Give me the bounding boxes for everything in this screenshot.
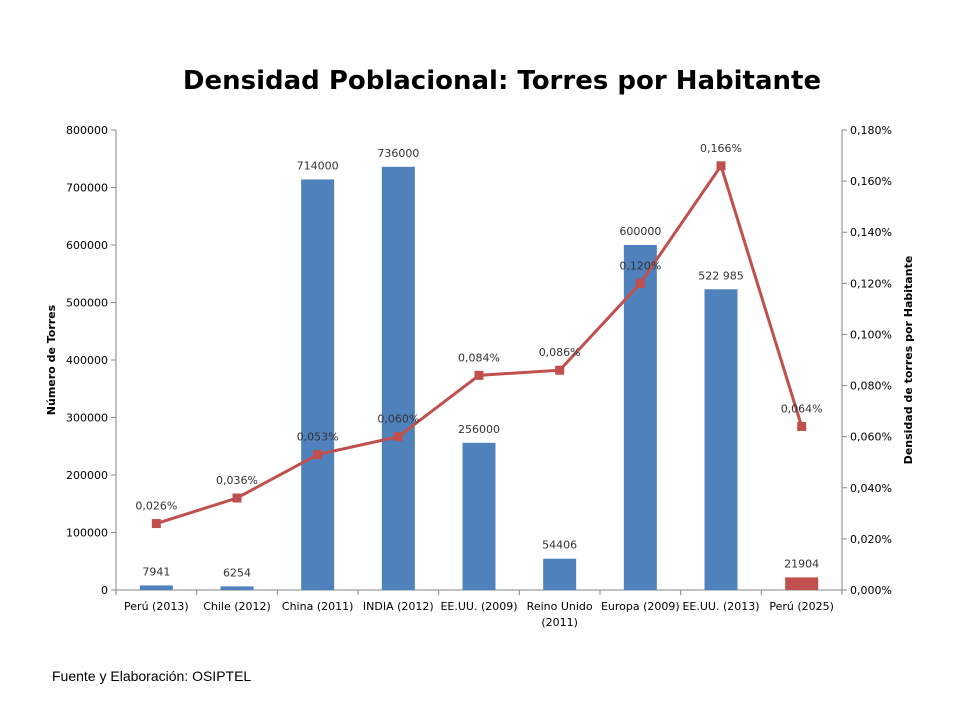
right-tick-label: 0,140% — [850, 226, 892, 239]
bar — [543, 558, 577, 590]
left-tick-label: 300000 — [66, 412, 108, 425]
bar-data-label: 256000 — [458, 423, 500, 436]
right-tick-label: 0,000% — [850, 584, 892, 597]
left-tick-label: 100000 — [66, 527, 108, 540]
y-right-axis-title: Densidad de torres por Habitante — [902, 256, 915, 465]
line-marker — [151, 519, 161, 529]
left-tick-label: 700000 — [66, 182, 108, 195]
x-tick-label: China (2011) — [282, 600, 354, 613]
x-tick-label: Perú (2025) — [769, 600, 834, 613]
line-marker — [474, 370, 484, 380]
line-marker — [232, 493, 242, 503]
line-marker — [393, 432, 403, 442]
line-data-label: 0,053% — [297, 431, 339, 444]
right-tick-label: 0,100% — [850, 328, 892, 341]
source-note: Fuente y Elaboración: OSIPTEL — [52, 668, 252, 684]
line-data-label: 0,060% — [377, 413, 419, 426]
bar-data-label: 736000 — [377, 147, 419, 160]
bar — [623, 245, 657, 590]
line-marker — [635, 278, 645, 288]
bar-data-label: 7941 — [142, 565, 170, 578]
right-tick-label: 0,060% — [850, 431, 892, 444]
bar — [381, 166, 415, 591]
left-tick-label: 200000 — [66, 469, 108, 482]
bar-data-label: 54406 — [542, 539, 577, 552]
chart-title: Densidad Poblacional: Torres por Habitan… — [182, 66, 822, 96]
line-marker — [313, 450, 323, 460]
x-tick-label: EE.UU. (2009) — [440, 600, 517, 613]
bar-data-label: 522 985 — [698, 269, 744, 282]
x-tick-label: Perú (2013) — [124, 600, 189, 613]
bar — [704, 289, 738, 590]
left-tick-label: 400000 — [66, 354, 108, 367]
bar — [301, 179, 335, 590]
x-tick-label: INDIA (2012) — [363, 600, 434, 613]
y-left-axis-title: Número de Torres — [45, 304, 58, 415]
line-marker — [797, 421, 807, 431]
bar — [139, 585, 173, 590]
bar-data-label: 714000 — [297, 159, 339, 172]
bar — [220, 586, 254, 590]
right-tick-label: 0,080% — [850, 380, 892, 393]
x-tick-label: Reino Unido — [527, 600, 593, 613]
line-data-label: 0,084% — [458, 351, 500, 364]
right-tick-label: 0,020% — [850, 533, 892, 546]
x-tick-label: Europa (2009) — [601, 600, 680, 613]
bar-data-label: 21904 — [784, 557, 819, 570]
line-marker — [716, 161, 726, 171]
right-tick-label: 0,180% — [850, 124, 892, 137]
left-tick-label: 500000 — [66, 297, 108, 310]
line-data-label: 0,166% — [700, 142, 742, 155]
line-data-label: 0,026% — [135, 500, 177, 513]
line-data-label: 0,064% — [781, 402, 823, 415]
line-data-label: 0,086% — [539, 346, 581, 359]
bar — [785, 577, 819, 590]
left-tick-label: 600000 — [66, 239, 108, 252]
bar — [462, 442, 496, 590]
line-data-label: 0,036% — [216, 474, 258, 487]
x-tick-label: (2011) — [541, 616, 578, 629]
right-tick-label: 0,040% — [850, 482, 892, 495]
bar-data-label: 6254 — [223, 566, 251, 579]
right-tick-label: 0,160% — [850, 175, 892, 188]
left-tick-label: 0 — [101, 584, 108, 597]
right-tick-label: 0,120% — [850, 277, 892, 290]
line-data-label: 0,120% — [619, 259, 661, 272]
left-tick-label: 800000 — [66, 124, 108, 137]
x-tick-label: EE.UU. (2013) — [682, 600, 759, 613]
bar-data-label: 600000 — [619, 225, 661, 238]
line-marker — [555, 365, 565, 375]
x-tick-label: Chile (2012) — [203, 600, 271, 613]
